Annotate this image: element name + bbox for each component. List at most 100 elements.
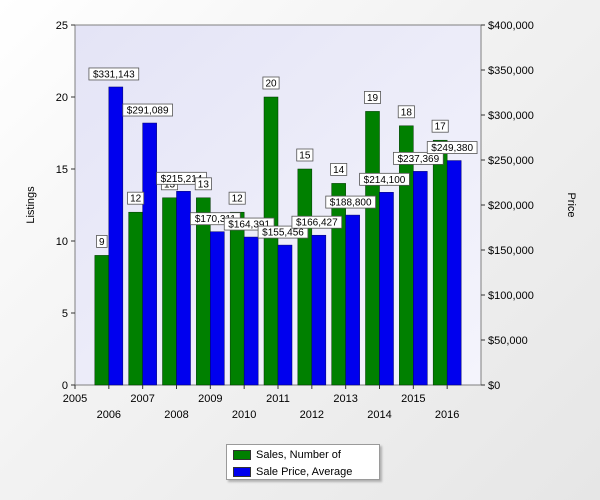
data-label-price-2015: $237,369	[393, 151, 444, 165]
legend-label-sales: Sales, Number of	[256, 449, 341, 461]
data-label-price-2015-text: $237,369	[397, 154, 439, 165]
data-label-sales-2011: 20	[262, 76, 280, 90]
legend-swatch-sales	[233, 450, 251, 460]
data-label-sales-2013-text: 14	[333, 165, 345, 176]
data-label-sales-2007-text: 12	[130, 194, 142, 205]
data-label-price-2014: $214,100	[359, 172, 410, 186]
data-label-sales-2011-text: 20	[265, 79, 277, 90]
data-label-price-2006: $331,143	[88, 67, 140, 81]
data-label-sales-2010-box	[228, 191, 246, 205]
x-tick-label: 2010	[232, 409, 256, 421]
x-tick-label: 2012	[300, 409, 324, 421]
x-tick-label: 2006	[97, 409, 121, 421]
y2-tick-label: $250,000	[488, 155, 534, 167]
data-label-sales-2016-box	[431, 119, 449, 133]
y-tick-label: 25	[56, 20, 68, 32]
data-label-price-2013-text: $188,800	[330, 198, 372, 209]
data-label-price-2014-text: $214,100	[364, 175, 406, 186]
y2-axis-title: Price	[565, 192, 577, 217]
bar-sales-2009	[196, 197, 211, 386]
bar-price-2008	[176, 191, 191, 386]
data-label-price-2016-box	[426, 141, 478, 154]
data-label-sales-2012-box	[296, 148, 314, 162]
bar-price-2016	[446, 160, 462, 386]
x-tick-label: 2009	[198, 393, 222, 405]
data-label-price-2006-box	[88, 67, 140, 81]
x-tick-label: 2007	[130, 393, 154, 405]
data-label-sales-2015-box	[397, 105, 415, 119]
data-label-sales-2006: 9	[96, 234, 108, 248]
x-tick-label: 2016	[435, 409, 459, 421]
data-label-sales-2007-box	[127, 191, 145, 205]
x-tick-label: 2008	[164, 409, 188, 421]
y-tick-label: 10	[56, 236, 68, 248]
data-label-price-2011-text: $155,456	[262, 228, 304, 239]
x-tick-label: 2013	[333, 393, 357, 405]
data-label-price-2010-text: $164,391	[228, 220, 270, 231]
data-label-price-2009-text: $170,311	[195, 214, 236, 225]
legend-label-price: Sale Price, Average	[256, 466, 353, 478]
data-label-price-2011: $155,456	[257, 225, 309, 239]
bar-price-2010	[243, 236, 259, 386]
legend-item-price: Sale Price, Average	[233, 465, 373, 479]
data-label-sales-2010-text: 12	[232, 194, 244, 205]
bar-price-2006	[108, 86, 124, 386]
bar-price-2014	[379, 192, 394, 386]
data-label-price-2011-box	[257, 225, 309, 239]
data-label-price-2013-box	[325, 195, 376, 209]
x-tick-label: 2015	[401, 393, 425, 405]
x-tick-label: 2014	[367, 409, 391, 421]
y-tick-label: 0	[62, 380, 68, 392]
bar-sales-2013	[331, 183, 346, 386]
data-label-sales-2014-text: 19	[367, 93, 379, 104]
y2-tick-label: $200,000	[488, 200, 534, 212]
data-label-price-2006-text: $331,143	[93, 69, 135, 80]
y-tick-label: 20	[56, 92, 68, 104]
data-label-price-2015-box	[393, 151, 444, 165]
data-label-sales-2014-box	[363, 91, 381, 104]
data-label-price-2012-box	[291, 215, 343, 229]
x-tick-label: 2005	[63, 393, 87, 405]
legend-swatch-price	[233, 467, 251, 477]
data-label-sales-2012-text: 15	[299, 151, 311, 162]
bar-sales-2008	[162, 197, 177, 386]
data-label-sales-2015-text: 18	[401, 107, 413, 118]
data-label-sales-2016: 17	[431, 119, 449, 133]
data-label-sales-2013-box	[330, 162, 348, 176]
y-tick-label: 15	[56, 164, 68, 176]
data-label-price-2016: $249,380	[426, 141, 478, 154]
data-label-sales-2013: 14	[330, 162, 348, 176]
x-tick-label: 2011	[266, 393, 290, 405]
y2-tick-label: $300,000	[488, 110, 534, 122]
data-label-sales-2009-text: 13	[198, 179, 210, 190]
data-label-price-2016-text: $249,380	[431, 143, 473, 154]
bar-price-2007	[142, 122, 157, 386]
y2-tick-label: $350,000	[488, 65, 534, 77]
data-label-sales-2015: 18	[397, 105, 415, 119]
data-label-sales-2016-text: 17	[435, 122, 447, 133]
bar-sales-2010	[229, 211, 245, 386]
bar-price-2009	[210, 231, 225, 386]
bar-price-2015	[413, 171, 428, 386]
bar-sales-2011	[263, 96, 279, 386]
data-label-sales-2008-text: 13	[164, 179, 176, 190]
data-label-price-2007-box	[122, 103, 173, 117]
bar-price-2011	[277, 244, 293, 386]
bar-sales-2016	[432, 139, 448, 386]
data-label-sales-2006-box	[96, 234, 108, 248]
y2-tick-label: $0	[488, 380, 500, 392]
bar-sales-2012	[297, 168, 313, 386]
data-label-price-2014-box	[359, 172, 410, 186]
y-axis-title: Listings	[25, 186, 37, 224]
bar-sales-2007	[128, 211, 143, 386]
data-label-sales-2006-text: 9	[99, 237, 105, 248]
bar-price-2012	[311, 234, 327, 386]
y2-tick-label: $150,000	[488, 245, 534, 257]
data-label-sales-2010: 12	[228, 191, 246, 205]
legend-item-sales: Sales, Number of	[233, 448, 373, 462]
data-label-sales-2007: 12	[127, 191, 145, 205]
y2-tick-label: $100,000	[488, 290, 534, 302]
data-label-price-2012-text: $166,427	[296, 218, 338, 229]
data-label-price-2012: $166,427	[291, 215, 343, 229]
data-label-price-2008-text: $215,214	[161, 174, 203, 185]
